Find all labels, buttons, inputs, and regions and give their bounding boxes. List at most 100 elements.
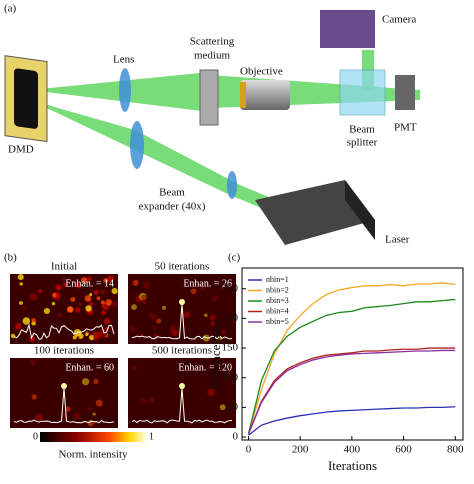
speckle bbox=[204, 313, 208, 317]
speckle bbox=[43, 307, 50, 315]
speckle bbox=[76, 282, 82, 289]
speckle bbox=[132, 365, 138, 370]
dmd-chip bbox=[14, 68, 38, 129]
speckle bbox=[87, 419, 94, 427]
speckle bbox=[78, 302, 82, 307]
label: DMD bbox=[8, 144, 34, 156]
panel-b: (b) 0 1 Norm. intensity bbox=[4, 252, 154, 461]
legend-label: nbin=2 bbox=[266, 285, 289, 294]
focus bbox=[179, 383, 185, 389]
image-title: 100 iterations bbox=[34, 345, 94, 357]
speckle bbox=[29, 359, 36, 366]
speckle bbox=[219, 404, 226, 411]
speckle bbox=[10, 333, 16, 339]
trace bbox=[13, 387, 115, 424]
speckle bbox=[129, 325, 136, 332]
objective-ring bbox=[240, 82, 246, 108]
y-tick-label: 100 bbox=[222, 371, 239, 383]
lens bbox=[119, 68, 131, 112]
speckle bbox=[88, 301, 94, 306]
speckle bbox=[210, 320, 217, 327]
speckle bbox=[104, 317, 111, 325]
speckle bbox=[19, 282, 23, 286]
speckle bbox=[15, 322, 22, 330]
speckle bbox=[142, 300, 146, 304]
beam-splitter bbox=[339, 69, 386, 116]
speckle bbox=[72, 335, 77, 340]
speckle bbox=[31, 321, 36, 326]
speckle bbox=[51, 301, 56, 306]
speckle bbox=[87, 276, 92, 281]
speckle bbox=[101, 310, 106, 316]
label: Beam bbox=[349, 124, 375, 136]
image-title: Initial bbox=[51, 261, 77, 273]
speckle bbox=[139, 397, 147, 405]
lens bbox=[130, 121, 144, 169]
trace bbox=[131, 387, 233, 424]
legend-label: nbin=5 bbox=[266, 317, 289, 326]
speckle bbox=[29, 336, 36, 342]
speckle bbox=[96, 296, 101, 301]
speckle bbox=[29, 292, 38, 301]
image-title: 500 iterations bbox=[152, 345, 212, 357]
speckle bbox=[57, 313, 62, 317]
speckle bbox=[107, 275, 115, 283]
x-tick-label: 600 bbox=[395, 444, 412, 456]
speckle bbox=[95, 399, 103, 407]
speckle bbox=[35, 413, 43, 422]
colorbar-tick: 0 bbox=[33, 431, 38, 442]
laser-side bbox=[345, 180, 375, 240]
speckle bbox=[22, 317, 31, 325]
speckle bbox=[207, 388, 215, 397]
speckle bbox=[55, 284, 62, 291]
speckle bbox=[183, 311, 191, 319]
speckle bbox=[100, 289, 106, 295]
speckle bbox=[31, 394, 37, 400]
speckle bbox=[200, 286, 205, 291]
speckle bbox=[220, 286, 225, 291]
trace bbox=[131, 303, 233, 340]
objective bbox=[240, 80, 290, 110]
speckle bbox=[23, 306, 27, 310]
label: expander (40x) bbox=[139, 201, 206, 213]
speckle bbox=[62, 277, 66, 281]
speckle bbox=[70, 297, 76, 302]
legend-label: nbin=1 bbox=[266, 275, 289, 284]
speckle bbox=[140, 294, 148, 302]
speckle bbox=[81, 378, 90, 386]
speckle bbox=[153, 326, 158, 330]
speckle bbox=[93, 290, 99, 295]
speckle bbox=[17, 274, 24, 281]
series-line bbox=[247, 298, 456, 435]
speckle bbox=[161, 305, 167, 310]
plot-frame bbox=[241, 267, 464, 441]
enhancement-label: Enhan. = 26 bbox=[183, 278, 232, 289]
colorbar-tick: 1 bbox=[149, 431, 154, 442]
speckle bbox=[148, 396, 155, 403]
x-axis-label: Iterations bbox=[328, 458, 377, 473]
image-title: 50 iterations bbox=[155, 261, 210, 273]
speckle bbox=[142, 281, 151, 289]
speckle bbox=[66, 306, 74, 313]
panel-label: (b) bbox=[4, 252, 17, 264]
speckle bbox=[65, 406, 71, 412]
label: PMT bbox=[394, 122, 417, 134]
x-tick-label: 200 bbox=[292, 444, 309, 456]
series-line bbox=[247, 347, 456, 435]
series-line bbox=[247, 282, 456, 435]
legend-label: nbin=4 bbox=[266, 306, 289, 315]
speckle bbox=[131, 304, 137, 310]
speckle bbox=[73, 411, 81, 420]
speckle bbox=[19, 301, 23, 305]
label: medium bbox=[194, 50, 230, 62]
colorbar bbox=[40, 432, 146, 442]
speckle bbox=[74, 307, 81, 313]
pmt bbox=[395, 75, 415, 110]
focus bbox=[179, 299, 185, 305]
speckle bbox=[150, 313, 157, 320]
enhancement-label: Enhan. = 120 bbox=[178, 362, 232, 373]
speckle bbox=[105, 299, 113, 306]
speckle bbox=[80, 277, 88, 284]
enhancement-label: Enhan. = 14 bbox=[65, 278, 114, 289]
speckle bbox=[93, 378, 99, 384]
